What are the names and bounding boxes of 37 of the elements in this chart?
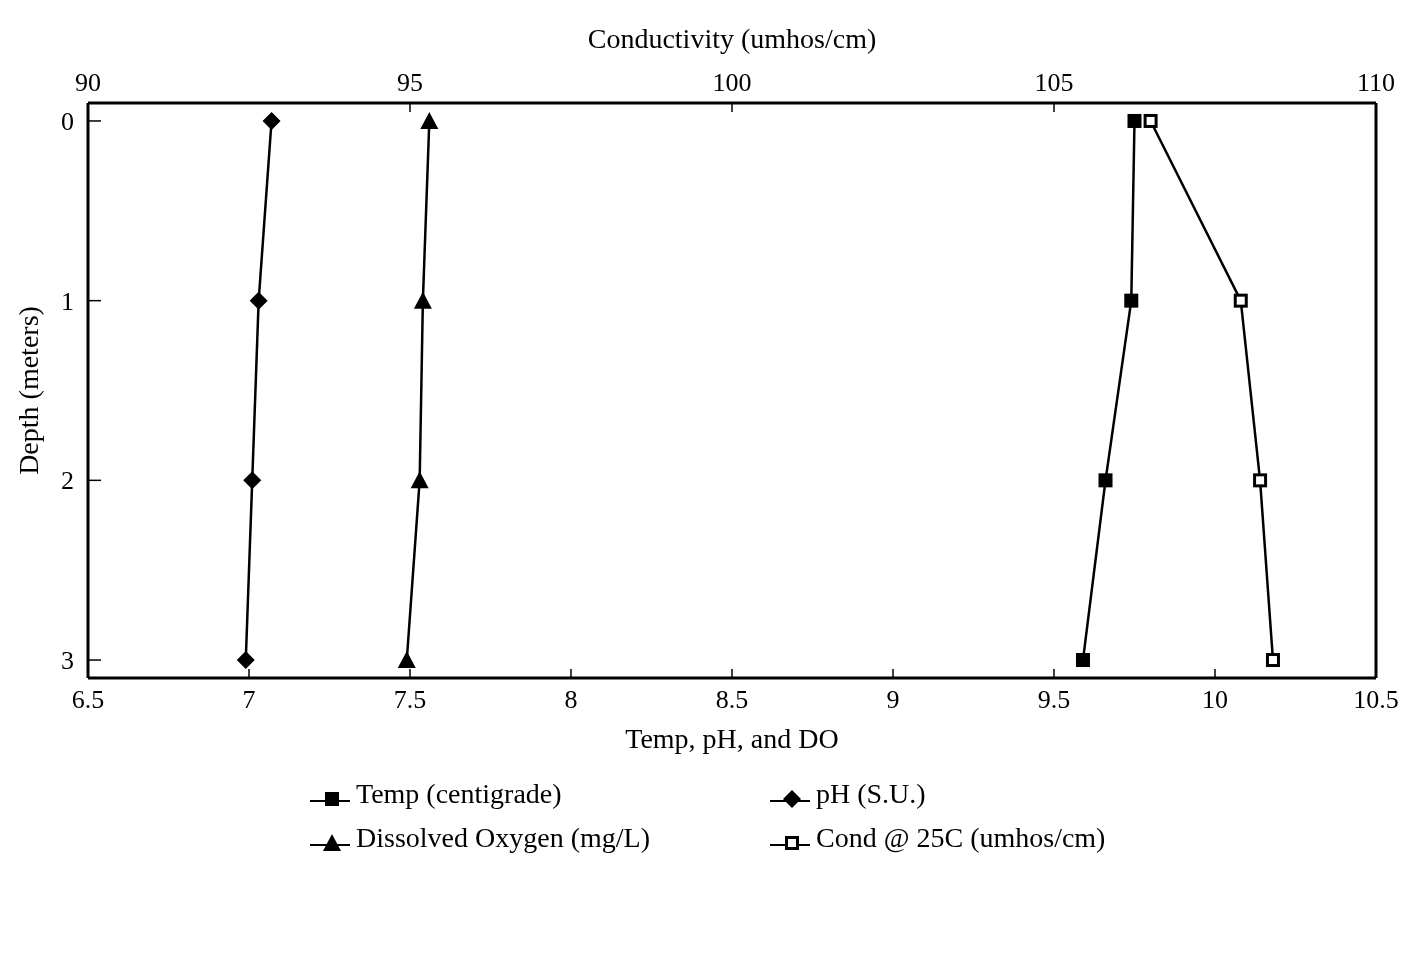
x2-axis-title: Conductivity (umhos/cm) (587, 22, 877, 54)
y-tick-label: 0 (61, 106, 74, 136)
x-tick-label: 8 (564, 685, 578, 714)
x-tick-label: 9.5 (1037, 685, 1071, 714)
y-tick-label: 2 (61, 466, 74, 496)
legend-label: Cond @ 25C (umhos/cm) (816, 822, 1106, 853)
x2-tick-label: 110 (1356, 68, 1396, 97)
x2-tick-label: 105 (1034, 68, 1074, 97)
x2-tick-label: 90 (75, 68, 101, 97)
point (1098, 473, 1113, 488)
y-tick-label: 3 (61, 646, 74, 676)
point (249, 291, 268, 310)
y-axis-title: Depth (meters) (12, 306, 44, 475)
x-axis-title: Temp, pH, and DO (625, 723, 839, 754)
x-tick-label: 7.5 (393, 685, 427, 714)
point (413, 291, 432, 309)
point (1127, 113, 1142, 128)
x-tick-label: 10.5 (1353, 685, 1399, 714)
legend-label: pH (S.U.) (816, 778, 926, 809)
point (397, 651, 416, 669)
x-tick-label: 10 (1202, 685, 1228, 714)
x-tick-label: 6.5 (71, 685, 105, 714)
x-tick-label: 7 (242, 685, 256, 714)
point (420, 111, 439, 129)
point (243, 471, 262, 490)
x-tick-label: 8.5 (715, 685, 749, 714)
x2-tick-label: 100 (712, 68, 752, 97)
point (262, 111, 281, 130)
point (410, 471, 429, 489)
x-tick-label: 9 (886, 685, 900, 714)
legend-label: Temp (centigrade) (356, 778, 562, 809)
x2-tick-label: 95 (397, 68, 423, 97)
point (1124, 293, 1139, 308)
legend-label: Dissolved Oxygen (mg/L) (356, 822, 650, 853)
point (1075, 653, 1090, 668)
point (236, 651, 255, 670)
y-tick-label: 1 (61, 286, 74, 316)
